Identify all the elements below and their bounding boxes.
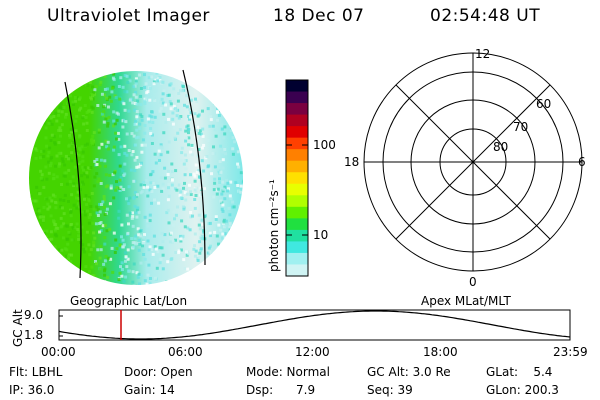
altitude-ytick-1-8: 1.8: [24, 328, 44, 342]
colorbar-segment: [286, 103, 308, 116]
info-gain: Gain: 14: [124, 383, 175, 397]
info-seq: Seq: 39: [367, 383, 413, 397]
geographic-meridian-line-left: [64, 81, 82, 279]
colorbar-segment: [286, 160, 308, 173]
colorbar-segment: [286, 206, 308, 219]
altitude-ytick-9: 9.0: [24, 308, 44, 322]
colorbar-tick-10: 10: [313, 228, 329, 242]
mlt-label-6: 6: [578, 155, 586, 169]
colorbar-ticks: [286, 144, 308, 236]
colorbar-segment: [286, 149, 308, 162]
time-tick-1800: 18:00: [423, 345, 458, 359]
colorbar-segment: [286, 172, 308, 185]
colorbar-segment: [286, 183, 308, 196]
mlat-label-60: 60: [536, 97, 552, 111]
colorbar-segment: [286, 264, 308, 277]
date-label: 18 Dec 07: [273, 6, 365, 26]
app-title: Ultraviolet Imager: [47, 6, 210, 26]
uv-image: [29, 69, 243, 285]
info-ip: IP: 36.0: [9, 383, 55, 397]
info-flt: Flt: LBHL: [9, 365, 63, 379]
info-mode: Mode: Normal: [246, 365, 330, 379]
info-glat: GLat: 5.4: [486, 365, 553, 379]
colorbar-segment: [286, 80, 308, 93]
geographic-meridian-line-right: [182, 69, 206, 266]
mlat-label-70: 70: [513, 120, 529, 134]
info-dsp: Dsp: 7.9: [246, 383, 316, 397]
mlt-label-12: 12: [475, 47, 491, 61]
colorbar-segment: [286, 91, 308, 104]
colorbar: [285, 79, 309, 277]
colorbar-border: [285, 79, 309, 277]
time-tick-0000: 00:00: [41, 345, 76, 359]
mlt-label-0: 0: [469, 275, 477, 289]
colorbar-segment: [286, 137, 308, 150]
info-door: Door: Open: [124, 365, 193, 379]
polar-grid: [363, 52, 583, 272]
time-label: 02:54:48 UT: [430, 6, 541, 26]
time-tick-1200: 12:00: [295, 345, 330, 359]
mlt-label-18: 18: [344, 155, 360, 169]
colorbar-unit-label: photon cm⁻²s⁻¹: [267, 179, 281, 272]
altitude-curve: [58, 310, 571, 340]
colorbar-segment: [286, 252, 308, 266]
colorbar-segment: [286, 241, 308, 254]
altitude-plot: [58, 309, 571, 341]
colorbar-tick-100: 100: [313, 138, 336, 152]
colorbar-segment: [286, 126, 308, 139]
colorbar-segment: [286, 229, 308, 243]
colorbar-segment: [286, 195, 308, 208]
time-tick-2359: 23:59: [553, 345, 588, 359]
apex-label: Apex MLat/MLT: [421, 294, 511, 308]
mlat-label-80: 80: [493, 140, 509, 154]
info-gc-alt: GC Alt: 3.0 Re: [367, 365, 451, 379]
geographic-label: Geographic Lat/Lon: [70, 294, 188, 308]
colorbar-segment: [286, 114, 308, 127]
time-tick-0600: 06:00: [168, 345, 203, 359]
info-glon: GLon: 200.3: [486, 383, 559, 397]
altitude-ylabel: GC Alt: [11, 309, 25, 347]
colorbar-segment: [286, 218, 308, 231]
